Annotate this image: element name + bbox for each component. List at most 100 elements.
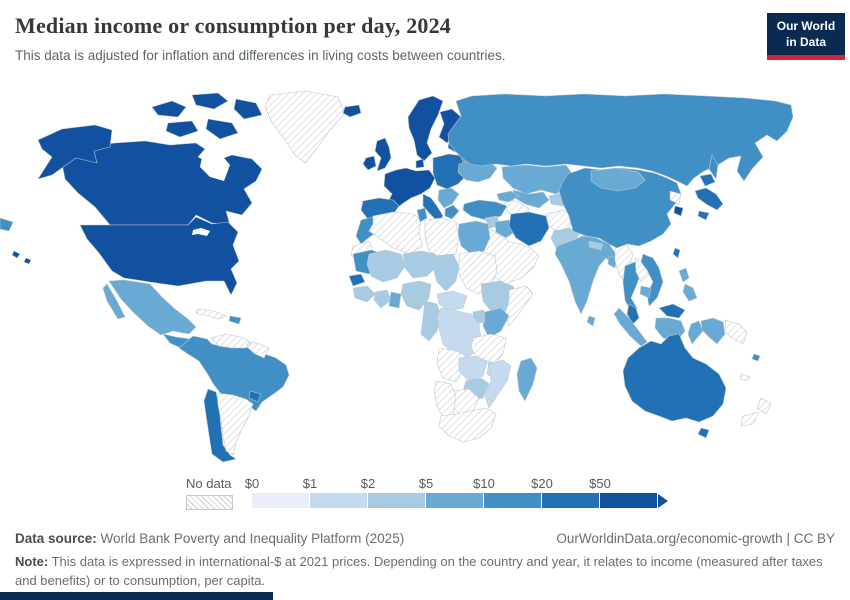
country-greenland[interactable] bbox=[264, 90, 346, 164]
owid-link[interactable]: OurWorldinData.org/economic-growth bbox=[556, 531, 783, 546]
country-argentina[interactable] bbox=[216, 392, 254, 456]
country-indonesia-papua[interactable] bbox=[700, 317, 726, 345]
country-japan[interactable] bbox=[699, 173, 716, 187]
country-ghana[interactable] bbox=[388, 291, 402, 309]
country-mexico[interactable] bbox=[108, 279, 197, 336]
country-alaska[interactable] bbox=[37, 124, 113, 180]
country-united-kingdom[interactable] bbox=[374, 137, 392, 172]
data-source-label: Data source: bbox=[15, 531, 97, 546]
country-canada[interactable] bbox=[205, 118, 239, 140]
country-mongolia[interactable] bbox=[590, 167, 646, 192]
country-baja-california[interactable] bbox=[102, 283, 126, 320]
country-cuba[interactable] bbox=[195, 308, 227, 320]
country-zambia[interactable] bbox=[458, 355, 488, 382]
country-caucasus[interactable] bbox=[496, 190, 520, 203]
country-iceland[interactable] bbox=[342, 104, 362, 118]
country-algeria[interactable] bbox=[368, 211, 424, 255]
country-hispaniola[interactable] bbox=[228, 315, 242, 325]
country-cambodia[interactable] bbox=[639, 285, 652, 299]
country-japan[interactable] bbox=[694, 187, 724, 211]
country-nepal[interactable] bbox=[588, 240, 604, 251]
country-vietnam[interactable] bbox=[640, 253, 664, 307]
country-canada[interactable] bbox=[151, 100, 187, 118]
legend-bin-5[interactable] bbox=[542, 493, 600, 508]
country-north-korea[interactable] bbox=[669, 190, 682, 205]
country-hawaii[interactable] bbox=[11, 250, 21, 259]
country-guyanas[interactable] bbox=[247, 341, 270, 359]
country-new-zealand[interactable] bbox=[740, 411, 760, 427]
country-madagascar[interactable] bbox=[516, 357, 538, 402]
country-cameroon-congo[interactable] bbox=[420, 300, 442, 342]
country-ireland[interactable] bbox=[362, 155, 377, 171]
country-sri-lanka[interactable] bbox=[586, 315, 596, 327]
legend-no-data-swatch[interactable] bbox=[186, 495, 233, 510]
country-tasmania[interactable] bbox=[697, 427, 710, 439]
legend-tick-labels: $0 $1 $2 $5 $10 $20 $50 bbox=[245, 476, 672, 493]
country-iran[interactable] bbox=[508, 211, 550, 247]
country-mozambique[interactable] bbox=[484, 359, 512, 409]
country-canada[interactable] bbox=[191, 92, 229, 110]
country-uzbekistan[interactable] bbox=[512, 189, 550, 209]
country-chad[interactable] bbox=[432, 253, 460, 292]
country-libya[interactable] bbox=[424, 217, 460, 259]
country-niger[interactable] bbox=[402, 250, 438, 279]
country-indonesia-sumatra[interactable] bbox=[613, 307, 648, 347]
country-ivory-coast[interactable] bbox=[373, 289, 392, 309]
country-turkey[interactable] bbox=[462, 199, 508, 221]
country-somalia[interactable] bbox=[504, 285, 534, 327]
owid-logo-text: Our World in Data bbox=[767, 13, 845, 56]
country-canada[interactable] bbox=[233, 98, 263, 120]
country-united-states[interactable] bbox=[79, 216, 240, 296]
country-drc[interactable] bbox=[436, 307, 482, 359]
legend-color-bar: $0 $1 $2 $5 $10 $20 $50 bbox=[245, 476, 672, 508]
country-denmark[interactable] bbox=[415, 158, 425, 169]
legend-bin-1[interactable] bbox=[310, 493, 368, 508]
legend-bin-2[interactable] bbox=[368, 493, 426, 508]
page-title: Median income or consumption per day, 20… bbox=[15, 13, 452, 38]
country-guinea[interactable] bbox=[352, 285, 376, 303]
country-malaysia-borneo[interactable] bbox=[658, 303, 686, 319]
legend-bin-4[interactable] bbox=[484, 493, 542, 508]
country-taiwan[interactable] bbox=[672, 247, 681, 259]
legend-bin-0[interactable] bbox=[252, 493, 310, 508]
source-row: Data source: World Bank Poverty and Ineq… bbox=[15, 531, 835, 546]
country-kenya[interactable] bbox=[482, 307, 510, 339]
country-papua-new-guinea[interactable] bbox=[724, 319, 748, 345]
country-indonesia-sulawesi[interactable] bbox=[687, 320, 704, 345]
country-new-caledonia[interactable] bbox=[739, 373, 751, 382]
country-south-africa[interactable] bbox=[438, 407, 497, 443]
country-sakhalin[interactable] bbox=[708, 154, 719, 180]
country-central-eastern-europe[interactable] bbox=[432, 153, 470, 190]
country-philippines[interactable] bbox=[678, 267, 690, 283]
country-india[interactable] bbox=[554, 235, 617, 315]
license[interactable]: CC BY bbox=[793, 531, 835, 546]
country-russia-wrap[interactable] bbox=[0, 217, 14, 232]
legend-bin-3[interactable] bbox=[426, 493, 484, 508]
country-nigeria[interactable] bbox=[400, 280, 432, 311]
country-egypt[interactable] bbox=[457, 220, 491, 255]
country-uruguay[interactable] bbox=[248, 390, 262, 403]
country-hawaii[interactable] bbox=[23, 257, 32, 265]
country-norway-sweden[interactable] bbox=[407, 95, 444, 162]
country-mali[interactable] bbox=[366, 249, 406, 283]
country-new-zealand[interactable] bbox=[756, 397, 772, 415]
country-venezuela[interactable] bbox=[210, 333, 250, 349]
country-russia[interactable] bbox=[447, 93, 794, 187]
country-western-europe[interactable] bbox=[383, 167, 436, 212]
country-greece[interactable] bbox=[444, 204, 460, 220]
country-philippines[interactable] bbox=[682, 283, 698, 302]
country-angola[interactable] bbox=[436, 347, 467, 383]
country-australia[interactable] bbox=[622, 333, 727, 423]
great-lakes-water bbox=[192, 228, 210, 236]
country-tunisia[interactable] bbox=[416, 207, 428, 223]
country-central-african-republic[interactable] bbox=[436, 290, 468, 312]
country-china[interactable] bbox=[558, 167, 682, 249]
country-canada[interactable] bbox=[165, 120, 199, 138]
country-senegal[interactable] bbox=[348, 273, 366, 287]
country-balkans[interactable] bbox=[437, 187, 460, 209]
legend-bin-6[interactable] bbox=[600, 493, 658, 508]
country-japan[interactable] bbox=[697, 210, 710, 221]
country-south-korea[interactable] bbox=[673, 205, 684, 217]
owid-logo[interactable]: Our World in Data bbox=[767, 13, 845, 61]
country-fiji[interactable] bbox=[751, 353, 761, 362]
